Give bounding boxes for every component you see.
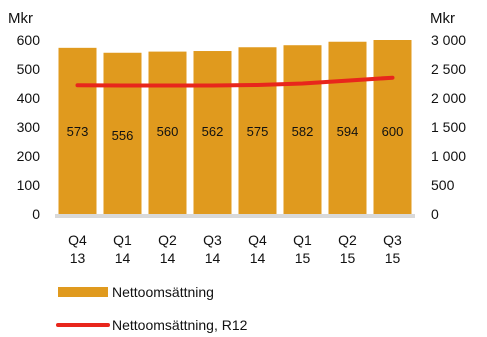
left-axis-unit: Mkr: [8, 10, 33, 27]
left-tick-label: 300: [17, 119, 41, 135]
x-tick-quarter: Q3: [203, 232, 222, 248]
x-tick-year: 15: [340, 250, 356, 266]
right-tick-label: 2 000: [431, 90, 466, 106]
bar-value-label: 573: [67, 124, 89, 139]
x-tick-year: 13: [70, 250, 86, 266]
x-tick-quarter: Q3: [383, 232, 402, 248]
bar-value-label: 562: [202, 124, 224, 139]
x-tick-quarter: Q2: [338, 232, 357, 248]
right-tick-label: 2 500: [431, 61, 466, 77]
left-axis-ticks: 0 100 200 300 400 500 600: [17, 32, 41, 222]
x-tick-year: 14: [250, 250, 266, 266]
bar: [373, 40, 412, 214]
x-tick-year: 14: [115, 250, 131, 266]
right-tick-label: 1 500: [431, 119, 466, 135]
bar: [148, 51, 187, 214]
legend: Nettoomsättning Nettoomsättning, R12: [56, 284, 248, 333]
x-tick-quarter: Q2: [158, 232, 177, 248]
right-tick-label: 0: [431, 206, 439, 222]
bar: [283, 45, 322, 214]
legend-swatch-nettoomsattning: [58, 287, 108, 297]
x-tick-year: 15: [385, 250, 401, 266]
x-tick-quarter: Q4: [248, 232, 267, 248]
right-tick-label: 1 000: [431, 148, 466, 164]
bar-value-label: 600: [382, 124, 404, 139]
bar: [193, 51, 232, 214]
x-tick-year: 14: [160, 250, 176, 266]
bar-value-label: 582: [292, 124, 314, 139]
legend-label-nettoomsattning: Nettoomsättning: [112, 284, 214, 300]
x-tick-quarter: Q1: [293, 232, 312, 248]
bar-value-label: 560: [157, 124, 179, 139]
bar: [58, 47, 97, 214]
x-axis-ticks: Q4 13 Q1 14 Q2 14 Q3 14 Q4 14 Q1 15 Q2 15 Q3 15: [68, 232, 402, 266]
left-tick-label: 100: [17, 177, 41, 193]
x-axis-baseline: [55, 214, 415, 218]
x-tick-year: 14: [205, 250, 221, 266]
left-tick-label: 400: [17, 90, 41, 106]
left-tick-label: 200: [17, 148, 41, 164]
bar-series: [58, 40, 412, 215]
left-tick-label: 0: [32, 206, 40, 222]
right-axis-ticks: 0 500 1 000 1 500 2 000 2 500 3 000: [431, 32, 466, 222]
left-tick-label: 500: [17, 61, 41, 77]
bar-value-label: 556: [112, 128, 134, 143]
right-tick-label: 500: [431, 177, 455, 193]
bar-value-label: 594: [337, 124, 359, 139]
bar: [103, 52, 142, 215]
legend-label-r12: Nettoomsättning, R12: [112, 317, 248, 333]
right-axis-unit: Mkr: [430, 10, 455, 27]
left-tick-label: 600: [17, 32, 41, 48]
x-tick-year: 15: [295, 250, 311, 266]
right-tick-label: 3 000: [431, 32, 466, 48]
r12-line: [75, 75, 395, 88]
x-tick-quarter: Q4: [68, 232, 87, 248]
bar: [328, 41, 367, 214]
bar-value-label: 575: [247, 124, 269, 139]
bar: [238, 47, 277, 214]
bar-value-labels: 573 556 560 562 575 582 594 600: [67, 124, 404, 143]
x-tick-quarter: Q1: [113, 232, 132, 248]
